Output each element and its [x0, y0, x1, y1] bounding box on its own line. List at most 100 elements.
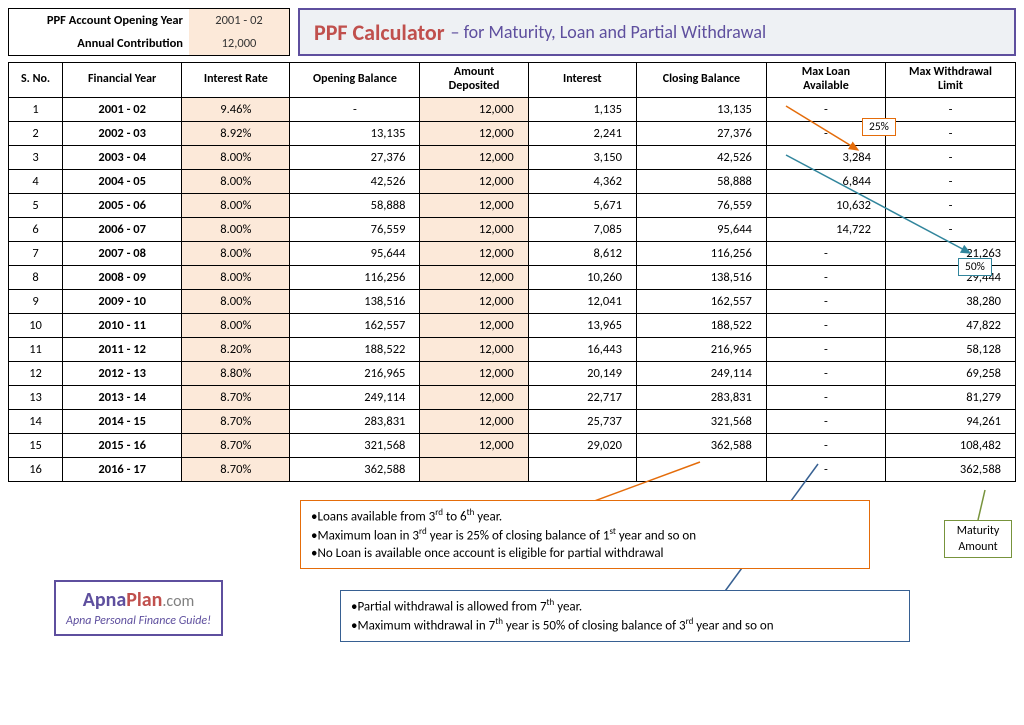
table-cell: 362,588: [636, 433, 766, 457]
table-cell: 14,722: [766, 217, 885, 241]
table-cell: 116,256: [636, 241, 766, 265]
table-cell: 10: [9, 313, 63, 337]
table-cell: 13: [9, 385, 63, 409]
table-cell: 3,150: [528, 145, 636, 169]
table-cell: 1: [9, 97, 63, 121]
value-opening-year[interactable]: 2001 - 02: [189, 9, 289, 32]
col-header: Max LoanAvailable: [766, 63, 885, 98]
table-cell: 29,020: [528, 433, 636, 457]
table-cell: [636, 457, 766, 481]
table-cell: 8.20%: [182, 337, 290, 361]
table-row: 42004 - 058.00%42,52612,0004,36258,8886,…: [9, 169, 1016, 193]
table-cell: 108,482: [885, 433, 1015, 457]
table-cell: 8.70%: [182, 457, 290, 481]
table-cell: 13,135: [636, 97, 766, 121]
table-cell: 76,559: [636, 193, 766, 217]
table-cell: -: [766, 289, 885, 313]
table-cell: 94,261: [885, 409, 1015, 433]
table-cell: 12,000: [420, 169, 528, 193]
table-cell: 362,588: [290, 457, 420, 481]
table-row: 142014 - 158.70%283,83112,00025,737321,5…: [9, 409, 1016, 433]
table-cell: 188,522: [636, 313, 766, 337]
table-cell: 321,568: [636, 409, 766, 433]
table-cell: -: [766, 313, 885, 337]
col-header: Interest: [528, 63, 636, 98]
col-header: Opening Balance: [290, 63, 420, 98]
value-contribution[interactable]: 12,000: [189, 32, 289, 55]
table-cell: -: [766, 337, 885, 361]
table-cell: 2002 - 03: [63, 121, 182, 145]
table-cell: 12,000: [420, 97, 528, 121]
table-row: 52005 - 068.00%58,88812,0005,67176,55910…: [9, 193, 1016, 217]
table-cell: 25,737: [528, 409, 636, 433]
table-cell: 58,128: [885, 337, 1015, 361]
table-cell: 12: [9, 361, 63, 385]
table-cell: 2011 - 12: [63, 337, 182, 361]
table-cell: 2003 - 04: [63, 145, 182, 169]
table-cell: 27,376: [290, 145, 420, 169]
table-row: 32003 - 048.00%27,37612,0003,15042,5263,…: [9, 145, 1016, 169]
table-cell: -: [766, 241, 885, 265]
table-cell: 188,522: [290, 337, 420, 361]
col-header: Interest Rate: [182, 63, 290, 98]
table-cell: -: [885, 145, 1015, 169]
table-row: 82008 - 098.00%116,25612,00010,260138,51…: [9, 265, 1016, 289]
table-cell: 95,644: [290, 241, 420, 265]
table-cell: 22,717: [528, 385, 636, 409]
table-cell: 76,559: [290, 217, 420, 241]
table-cell: 162,557: [636, 289, 766, 313]
table-cell: 42,526: [636, 145, 766, 169]
table-cell: -: [885, 193, 1015, 217]
table-row: 162016 - 178.70%362,588-362,588: [9, 457, 1016, 481]
table-cell: 162,557: [290, 313, 420, 337]
table-cell: 12,000: [420, 433, 528, 457]
table-cell: 47,822: [885, 313, 1015, 337]
table-cell: 3: [9, 145, 63, 169]
logo-part-a: Apna: [83, 588, 126, 612]
title-sub: – for Maturity, Loan and Partial Withdra…: [451, 21, 767, 43]
label-contribution: Annual Contribution: [9, 32, 189, 55]
table-cell: 12,000: [420, 241, 528, 265]
table-cell: -: [885, 169, 1015, 193]
table-cell: [528, 457, 636, 481]
table-cell: 21,263: [885, 241, 1015, 265]
table-cell: 2: [9, 121, 63, 145]
label-opening-year: PPF Account Opening Year: [9, 9, 189, 32]
table-cell: 2006 - 07: [63, 217, 182, 241]
table-cell: -: [885, 217, 1015, 241]
table-cell: 2015 - 16: [63, 433, 182, 457]
table-cell: 12,000: [420, 121, 528, 145]
table-cell: 8.00%: [182, 289, 290, 313]
table-cell: 8.80%: [182, 361, 290, 385]
col-header: Financial Year: [63, 63, 182, 98]
table-cell: 16: [9, 457, 63, 481]
table-cell: 283,831: [636, 385, 766, 409]
table-cell: 321,568: [290, 433, 420, 457]
table-cell: 2009 - 10: [63, 289, 182, 313]
table-cell: 2005 - 06: [63, 193, 182, 217]
table-cell: 16,443: [528, 337, 636, 361]
logo-part-b: Plan: [126, 588, 162, 612]
table-cell: 283,831: [290, 409, 420, 433]
table-cell: 8,612: [528, 241, 636, 265]
inputs-panel: PPF Account Opening Year 2001 - 02 Annua…: [8, 8, 290, 56]
table-cell: -: [885, 97, 1015, 121]
table-cell: 4: [9, 169, 63, 193]
table-cell: 11: [9, 337, 63, 361]
table-row: 132013 - 148.70%249,11412,00022,717283,8…: [9, 385, 1016, 409]
table-cell: 58,888: [636, 169, 766, 193]
table-cell: 12,000: [420, 313, 528, 337]
table-cell: -: [766, 265, 885, 289]
table-cell: 2008 - 09: [63, 265, 182, 289]
table-cell: 216,965: [636, 337, 766, 361]
table-cell: -: [766, 385, 885, 409]
table-cell: 15: [9, 433, 63, 457]
table-cell: 12,000: [420, 361, 528, 385]
title-panel: PPF Calculator – for Maturity, Loan and …: [298, 8, 1016, 56]
table-cell: 95,644: [636, 217, 766, 241]
callout-loans: •Loans available from 3rd to 6th year.•M…: [300, 500, 870, 569]
table-cell: -: [766, 361, 885, 385]
col-header: Max WithdrawalLimit: [885, 63, 1015, 98]
table-cell: 58,888: [290, 193, 420, 217]
callout-maturity: MaturityAmount: [944, 520, 1012, 558]
